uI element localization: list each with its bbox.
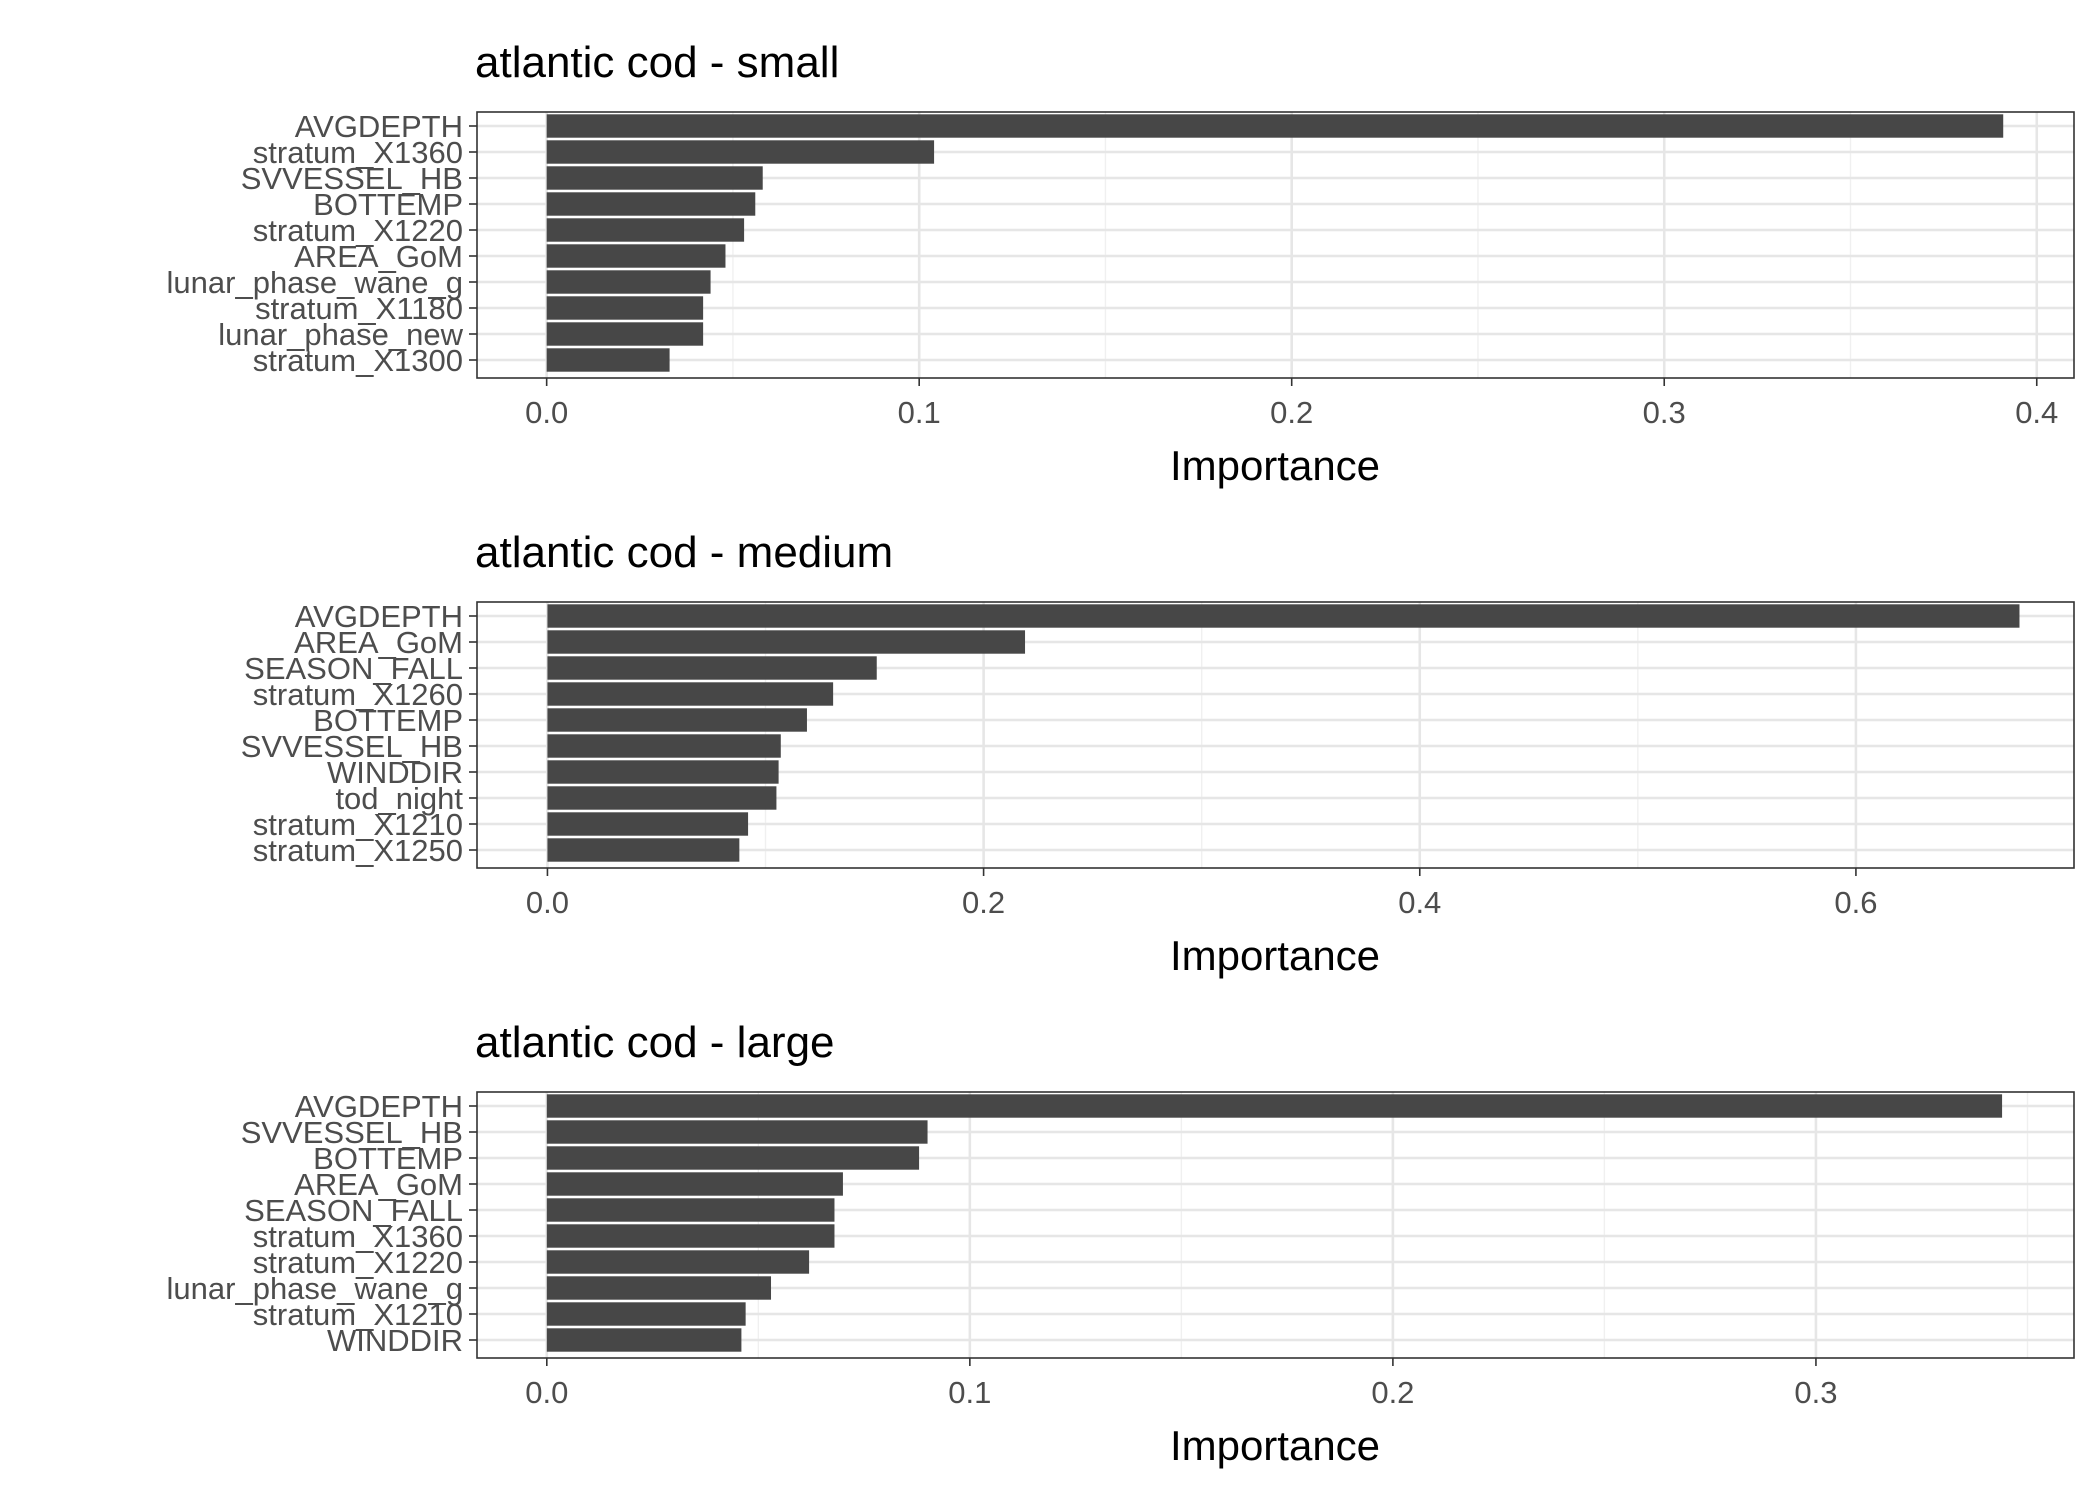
y-tick-label: SEASON_FALL xyxy=(244,1193,463,1228)
y-tick-label: stratum_X1180 xyxy=(255,291,463,326)
plot-panel-border xyxy=(476,601,2075,869)
y-tick-label: stratum_X1250 xyxy=(253,833,463,868)
plot-panel-border xyxy=(476,1091,2075,1359)
bar-stratum-x1220 xyxy=(546,1250,810,1274)
y-tick-label: SVVESSEL_HB xyxy=(241,1115,463,1150)
bar-area-gom xyxy=(546,1172,843,1196)
y-tick-label: BOTTEMP xyxy=(313,187,463,222)
y-tick-label: stratum_X1220 xyxy=(253,213,463,248)
chart-title: atlantic cod - medium xyxy=(475,528,893,577)
chart-panel-large: atlantic cod - large AVGDEPTH SVVESSEL_HB… xyxy=(0,980,2099,1470)
y-tick-label: stratum_X1360 xyxy=(253,135,463,170)
y-tick-label: stratum_X1210 xyxy=(253,1297,463,1332)
bar-avgdepth xyxy=(546,1094,2003,1118)
bar-season-fall xyxy=(546,1198,835,1222)
y-tick-label: SVVESSEL_HB xyxy=(241,161,463,196)
chart-svg-large: atlantic cod - large AVGDEPTHSVVESSEL_HB… xyxy=(167,1018,2075,1469)
bar-stratum-x1260 xyxy=(547,682,834,706)
y-tick-label: AVGDEPTH xyxy=(295,109,463,144)
y-tick-label: stratum_X1300 xyxy=(253,343,463,378)
bar-bottemp xyxy=(546,1146,920,1170)
y-tick-label: AREA_GoM xyxy=(294,239,463,274)
y-tick-label: WINDDIR xyxy=(327,1323,463,1358)
bar-stratum-x1210 xyxy=(546,1302,746,1326)
x-axis-label: Importance xyxy=(1170,932,1380,979)
y-tick-label: tod_night xyxy=(335,781,463,816)
y-tick-label: AVGDEPTH xyxy=(295,599,463,634)
bar-stratum-x1180 xyxy=(546,296,704,320)
bar-stratum-x1210 xyxy=(547,812,749,836)
x-tick-label: 0.4 xyxy=(2015,395,2058,430)
bar-stratum-x1360 xyxy=(546,140,935,164)
bar-bottemp xyxy=(547,708,807,732)
y-tick-label: stratum_X1360 xyxy=(253,1219,463,1254)
x-tick-label: 0.2 xyxy=(1371,1375,1414,1410)
x-axis-label: Importance xyxy=(1170,442,1380,489)
x-tick-label: 0.4 xyxy=(1398,885,1441,920)
chart-svg-medium: atlantic cod - medium AVGDEPTHAREA_GoMSE… xyxy=(241,528,2075,979)
bar-avgdepth xyxy=(547,604,2020,628)
bar-lunar-phase-wane-g xyxy=(546,1276,772,1300)
y-tick-label: AREA_GoM xyxy=(294,1167,463,1202)
bar-avgdepth xyxy=(546,114,2004,138)
x-tick-label: 0.0 xyxy=(525,1375,568,1410)
y-tick-label: stratum_X1210 xyxy=(253,807,463,842)
x-axis-label: Importance xyxy=(1170,1422,1380,1469)
bar-area-gom xyxy=(546,244,726,268)
y-tick-label: stratum_X1220 xyxy=(253,1245,463,1280)
x-tick-label: 0.1 xyxy=(948,1375,991,1410)
x-tick-label: 0.3 xyxy=(1643,395,1686,430)
plot-panel-border xyxy=(476,111,2075,379)
y-tick-label: stratum_X1260 xyxy=(253,677,463,712)
y-tick-label: AREA_GoM xyxy=(294,625,463,660)
x-tick-label: 0.3 xyxy=(1794,1375,1837,1410)
y-tick-label: lunar_phase_wane_g xyxy=(167,265,463,300)
chart-title: atlantic cod - small xyxy=(475,38,839,87)
bar-stratum-x1300 xyxy=(546,348,670,372)
x-tick-label: 0.1 xyxy=(898,395,941,430)
y-tick-label: SVVESSEL_HB xyxy=(241,729,463,764)
y-tick-label: lunar_phase_wane_g xyxy=(167,1271,463,1306)
bar-stratum-x1250 xyxy=(547,838,740,862)
chart-title: atlantic cod - large xyxy=(475,1018,835,1067)
y-tick-label: BOTTEMP xyxy=(313,1141,463,1176)
bar-winddir xyxy=(546,1328,742,1352)
y-tick-label: BOTTEMP xyxy=(313,703,463,738)
y-tick-label: SEASON_FALL xyxy=(244,651,463,686)
bar-svvessel-hb xyxy=(546,166,763,190)
bar-svvessel-hb xyxy=(546,1120,928,1144)
x-tick-label: 0.2 xyxy=(1270,395,1313,430)
chart-panel-small: atlantic cod - small AVGDEPTH stratum_X13… xyxy=(0,0,2099,490)
bar-tod-night xyxy=(547,786,777,810)
chart-panel-medium: atlantic cod - medium AVGDEPTH AREA_GoM SE… xyxy=(0,490,2099,980)
y-tick-label: lunar_phase_new xyxy=(218,317,463,352)
bar-winddir xyxy=(547,760,779,784)
bar-lunar-phase-new xyxy=(546,322,704,346)
bar-season-fall xyxy=(547,656,877,680)
bar-svvessel-hb xyxy=(547,734,781,758)
bar-area-gom xyxy=(547,630,1026,654)
x-tick-label: 0.6 xyxy=(1834,885,1877,920)
y-tick-label: WINDDIR xyxy=(327,755,463,790)
x-tick-label: 0.0 xyxy=(525,395,568,430)
y-tick-label: AVGDEPTH xyxy=(295,1089,463,1124)
x-tick-label: 0.2 xyxy=(962,885,1005,920)
x-tick-label: 0.0 xyxy=(526,885,569,920)
bar-bottemp xyxy=(546,192,756,216)
bar-stratum-x1220 xyxy=(546,218,745,242)
bar-stratum-x1360 xyxy=(546,1224,835,1248)
bar-lunar-phase-wane-g xyxy=(546,270,711,294)
chart-svg-small: atlantic cod - small AVGDEPTHstratum_X13… xyxy=(167,38,2075,489)
